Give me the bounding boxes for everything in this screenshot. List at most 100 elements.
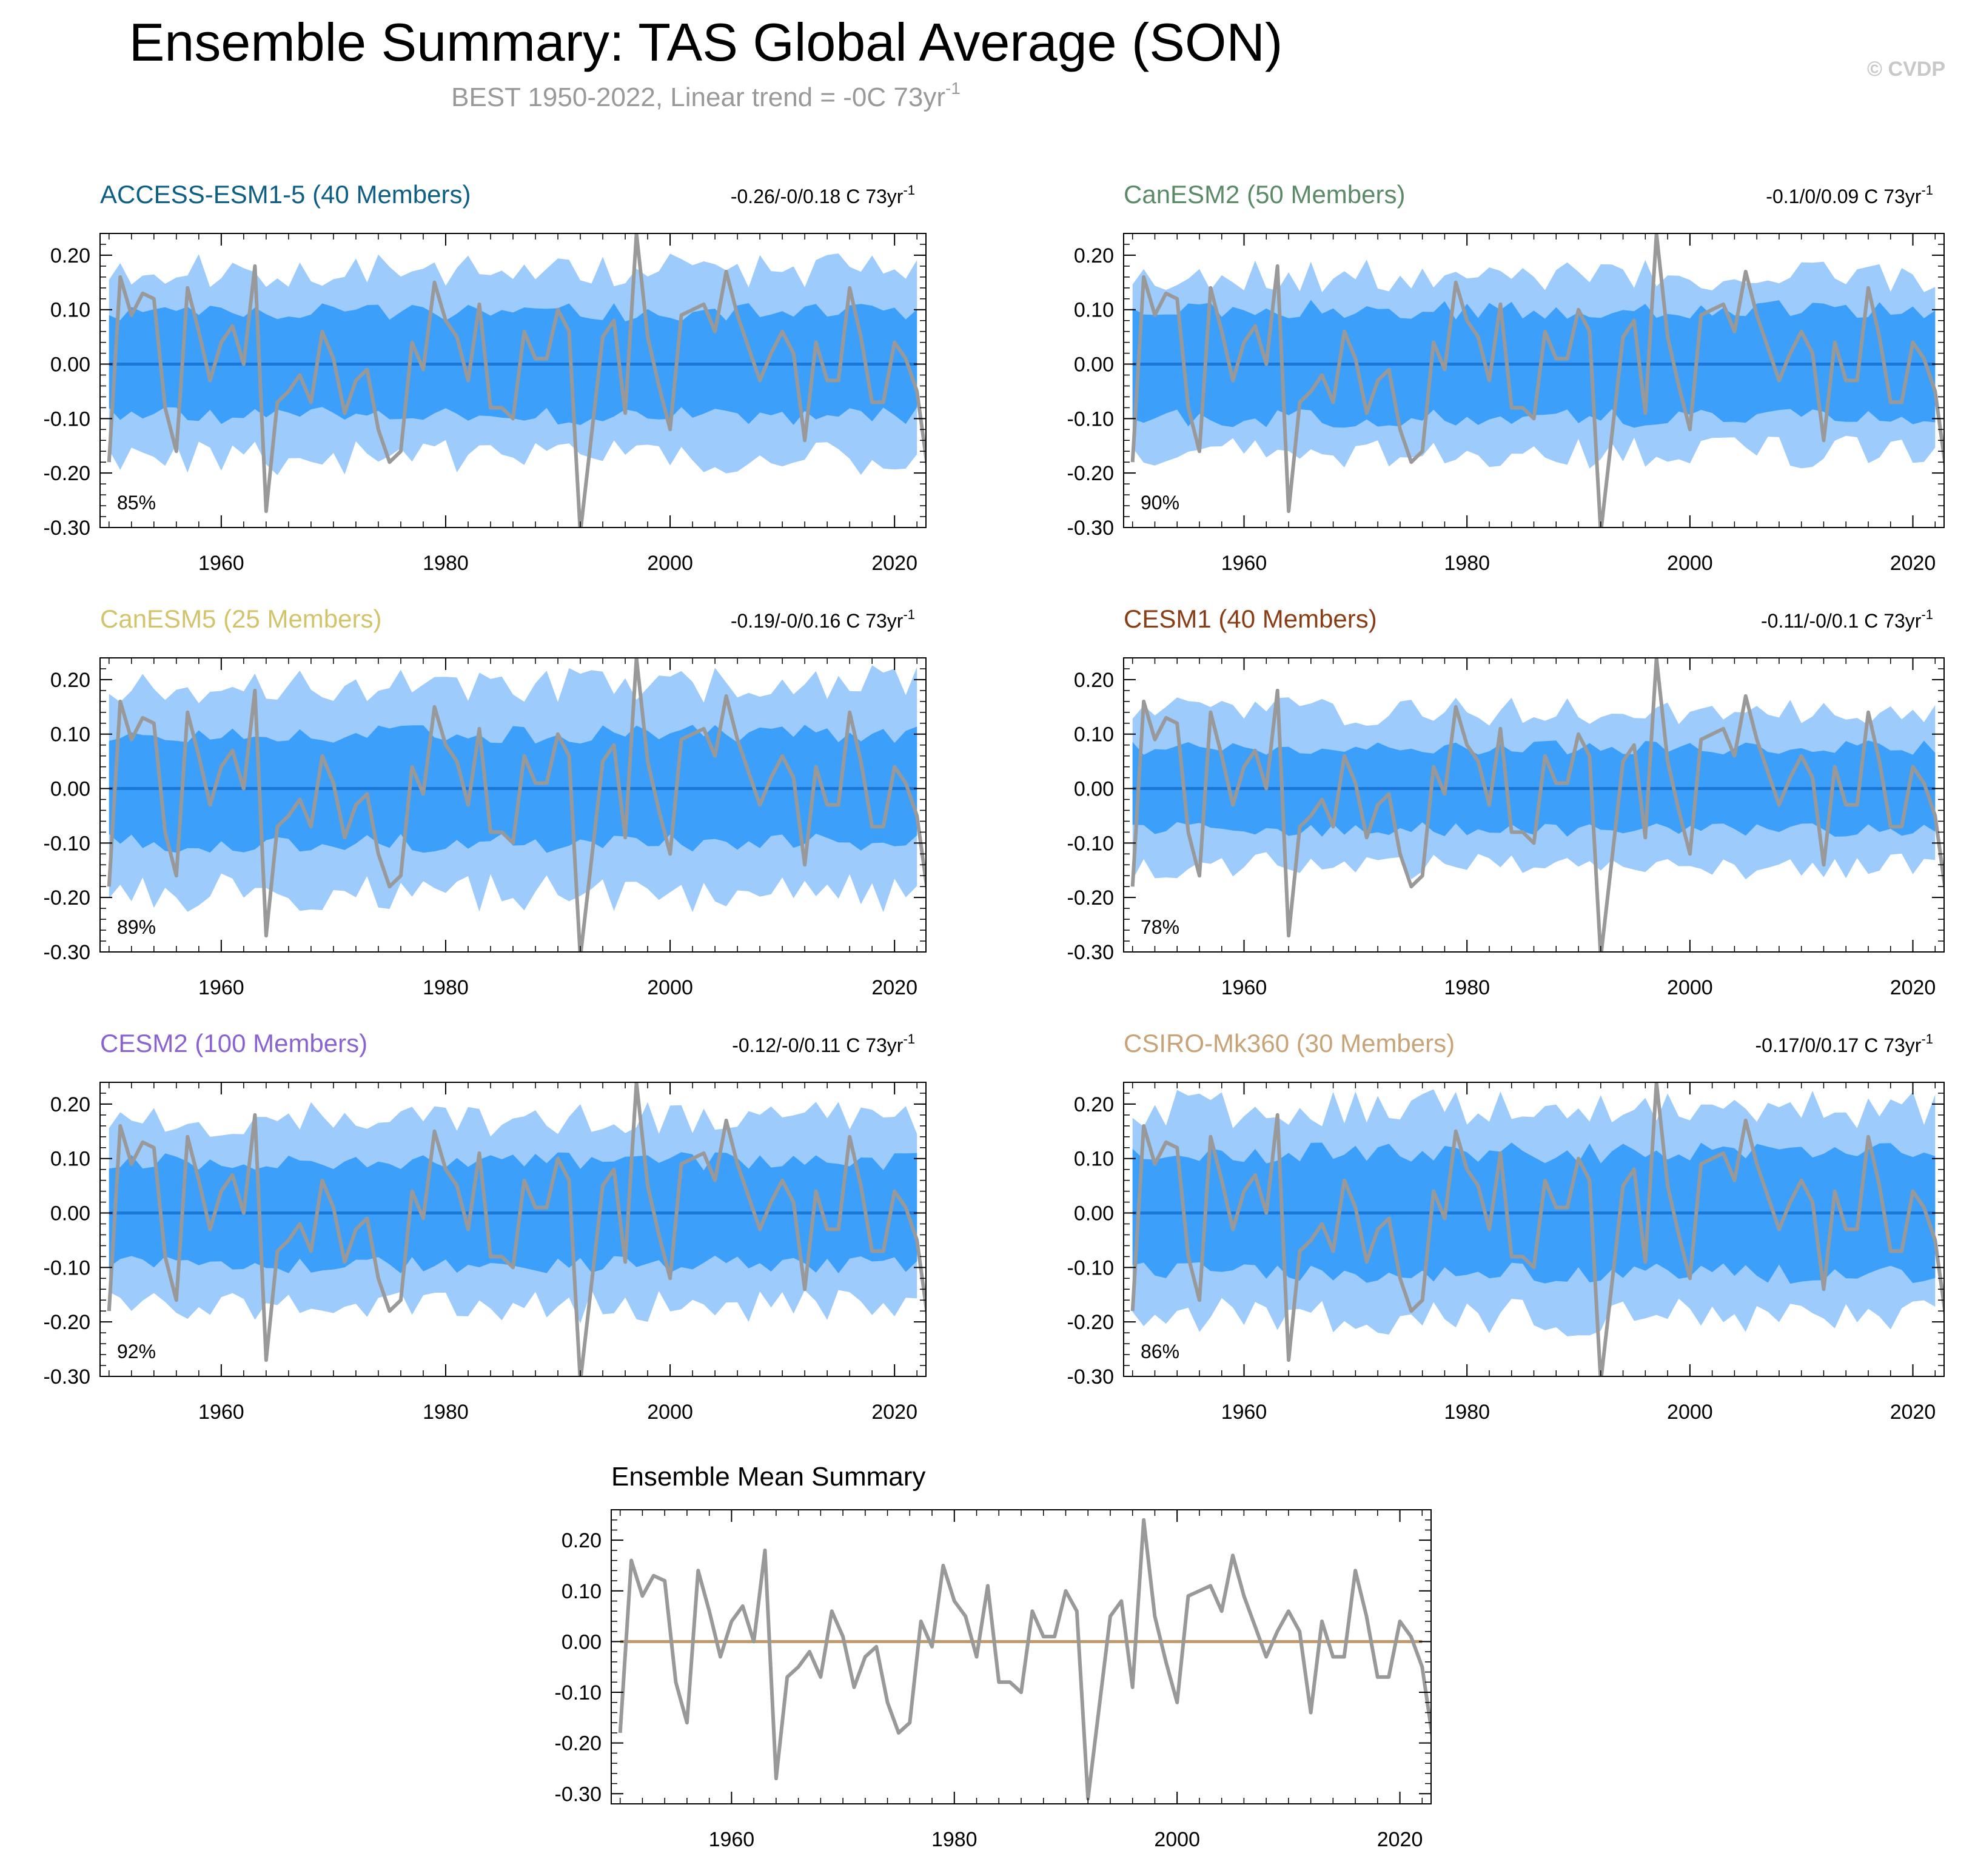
observation-line (1130, 1082, 1944, 1376)
figure-subtitle-text: BEST 1950-2022, Linear trend = -0C 73yr (451, 82, 945, 112)
y-tick-label: -0.20 (1067, 886, 1115, 910)
panel-1: 0.20 0.10 0.00 -0.10 -0.20 -0.30 1960 1980 2000 2… (44, 180, 927, 575)
x-tick-label: 2020 (1377, 1828, 1423, 1851)
y-tick-label: 0.00 (50, 778, 90, 801)
y-tick-label: -0.10 (555, 1681, 602, 1704)
panel-3: 0.20 0.10 0.00 -0.10 -0.20 -0.30 1960 1980 2000 2… (44, 605, 927, 999)
panel-title: CESM1 (40 Members) (1124, 605, 1377, 633)
y-tick-label: -0.10 (44, 1256, 91, 1279)
y-tick-label: 0.00 (50, 353, 90, 377)
trend-label: -0.17/0/0.17 C 73yr-1 (1755, 1031, 1934, 1056)
plot-area (107, 233, 926, 528)
y-tick-label: -0.30 (555, 1783, 602, 1806)
observation-line (1130, 658, 1944, 952)
plot-area (618, 1518, 1431, 1801)
trend-sup: -1 (903, 183, 915, 198)
y-tick-label: 0.00 (562, 1630, 602, 1653)
percent-label: 86% (1141, 1341, 1179, 1362)
x-tick-label: 1980 (1444, 1401, 1490, 1424)
panel-title: CanESM5 (25 Members) (100, 605, 381, 633)
x-tick-label: 2000 (1154, 1828, 1200, 1851)
y-tick-label: -0.10 (44, 832, 91, 855)
y-tick-label: -0.20 (44, 1311, 91, 1334)
y-tick-label: 0.10 (1074, 723, 1114, 746)
trend-text: -0.1/0/0.09 C 73yr (1766, 186, 1921, 207)
y-tick-label: -0.20 (1067, 1311, 1115, 1334)
x-tick-label: 1980 (423, 552, 469, 575)
percent-label: 78% (1141, 916, 1179, 938)
plot-area (107, 658, 926, 952)
y-tick-label: 0.10 (562, 1580, 602, 1603)
percent-label: 90% (1141, 492, 1179, 514)
trend-label: -0.26/-0/0.18 C 73yr-1 (731, 183, 915, 207)
y-tick-label: -0.20 (44, 886, 91, 910)
y-tick-label: -0.10 (1067, 832, 1115, 855)
x-tick-label: 2000 (1667, 1401, 1713, 1424)
trend-sup: -1 (1921, 1031, 1933, 1047)
x-tick-label: 1960 (709, 1828, 755, 1851)
y-tick-label: 0.00 (1074, 353, 1114, 377)
panel-6: 0.20 0.10 0.00 -0.10 -0.20 -0.30 1960 1980 2000 2… (1067, 1029, 1945, 1424)
percent-label: 85% (117, 492, 156, 514)
y-tick-label: -0.30 (44, 1365, 91, 1389)
x-tick-label: 2000 (647, 552, 693, 575)
x-tick-label: 1960 (1221, 1401, 1267, 1424)
observation-line (1130, 233, 1944, 528)
y-tick-label: 0.10 (1074, 1148, 1114, 1171)
y-tick-label: -0.10 (44, 407, 91, 430)
trend-text: -0.17/0/0.17 C 73yr (1755, 1034, 1922, 1056)
x-tick-label: 1960 (198, 1401, 244, 1424)
x-tick-label: 2020 (1890, 552, 1936, 575)
y-tick-label: -0.30 (1067, 517, 1115, 540)
x-tick-label: 2020 (871, 976, 917, 999)
trend-text: -0.26/-0/0.18 C 73yr (731, 186, 904, 207)
x-tick-label: 1980 (423, 976, 469, 999)
trend-text: -0.19/-0/0.16 C 73yr (731, 610, 904, 632)
x-tick-label: 2020 (871, 1401, 917, 1424)
y-tick-label: -0.20 (1067, 462, 1115, 485)
panel-title: CESM2 (100 Members) (100, 1029, 367, 1057)
y-tick-label: -0.30 (1067, 941, 1115, 964)
plot-frame (611, 1509, 1432, 1804)
trend-label: -0.12/-0/0.11 C 73yr-1 (732, 1031, 915, 1056)
plot-area (107, 1082, 926, 1376)
copyright-label: © CVDP (1867, 58, 1945, 81)
panel-title: CSIRO-Mk360 (30 Members) (1124, 1029, 1455, 1057)
percent-label: 92% (117, 1341, 156, 1362)
y-tick-label: 0.00 (50, 1202, 90, 1225)
y-tick-label: -0.20 (44, 462, 91, 485)
x-tick-label: 1960 (198, 976, 244, 999)
trend-label: -0.19/-0/0.16 C 73yr-1 (731, 607, 915, 632)
figure-subtitle: BEST 1950-2022, Linear trend = -0C 73yr-… (451, 79, 961, 112)
figure-title: Ensemble Summary: TAS Global Average (SO… (129, 12, 1283, 72)
panels: 0.20 0.10 0.00 -0.10 -0.20 -0.30 1960 1980 2000 2… (44, 180, 1945, 1851)
trend-text: -0.11/-0/0.1 C 73yr (1761, 610, 1922, 632)
x-tick-label: 1980 (423, 1401, 469, 1424)
y-tick-label: 0.20 (50, 1093, 90, 1116)
plot-area (1130, 233, 1944, 528)
panel-4: 0.20 0.10 0.00 -0.10 -0.20 -0.30 1960 1980 2000 2… (1067, 605, 1945, 999)
x-tick-label: 1980 (1444, 976, 1490, 999)
x-tick-label: 1960 (1221, 976, 1267, 999)
y-tick-label: -0.10 (1067, 1256, 1115, 1279)
y-tick-label: -0.30 (44, 517, 91, 540)
y-tick-label: 0.20 (50, 669, 90, 692)
y-tick-label: -0.30 (44, 941, 91, 964)
x-tick-label: 2020 (1890, 976, 1936, 999)
y-tick-label: 0.00 (1074, 1202, 1114, 1225)
y-tick-label: -0.10 (1067, 407, 1115, 430)
y-tick-label: 0.20 (1074, 1093, 1114, 1116)
plot-area (1130, 658, 1944, 952)
percent-label: 89% (117, 916, 156, 938)
y-tick-label: 0.10 (50, 723, 90, 746)
y-tick-label: 0.10 (50, 1148, 90, 1171)
x-tick-label: 1960 (1221, 552, 1267, 575)
x-tick-label: 2000 (647, 976, 693, 999)
panel-title: CanESM2 (50 Members) (1124, 180, 1405, 209)
plot-area (1130, 1082, 1944, 1376)
x-tick-label: 2000 (1667, 552, 1713, 575)
observation-line (107, 1082, 926, 1376)
x-tick-label: 1980 (931, 1828, 977, 1851)
panel-title: Ensemble Mean Summary (611, 1462, 925, 1492)
